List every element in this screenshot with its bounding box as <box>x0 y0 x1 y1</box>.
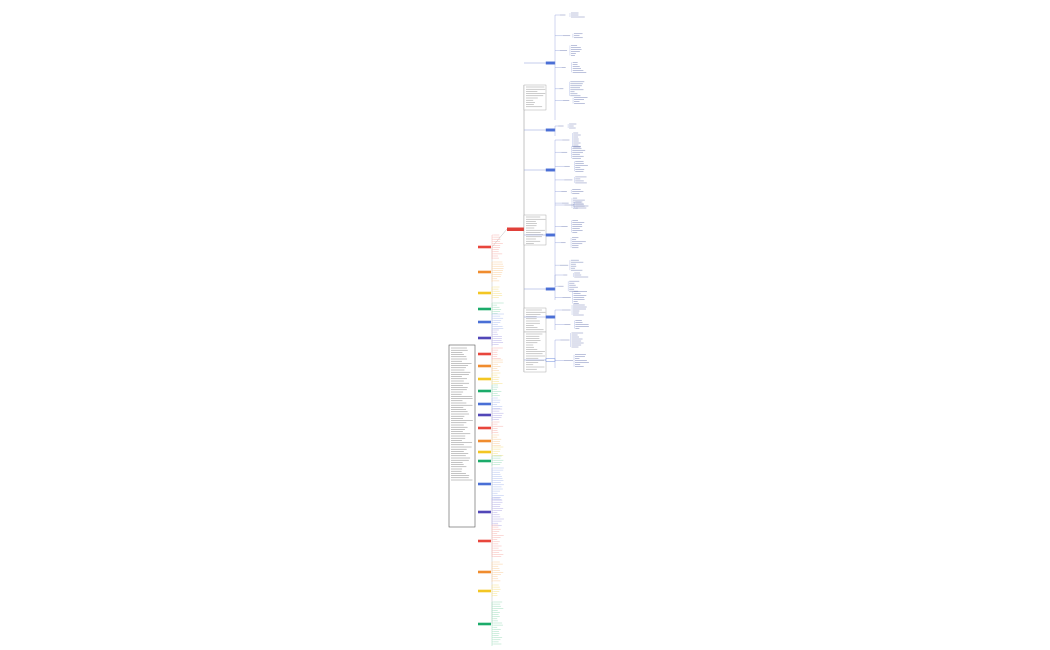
branch-node <box>478 459 491 463</box>
branch-node <box>478 539 491 543</box>
branch-node <box>478 291 491 295</box>
branch-node <box>478 364 491 368</box>
branch-node <box>478 426 491 430</box>
branch-node <box>478 270 491 274</box>
branch-node <box>478 589 491 593</box>
branch-node <box>478 320 491 324</box>
branch-node <box>478 570 491 574</box>
text-box <box>523 307 547 333</box>
text-box <box>523 84 547 111</box>
branch-node <box>478 336 491 340</box>
branch-node <box>545 287 556 291</box>
branch-node <box>478 413 491 417</box>
branch-node <box>478 377 491 381</box>
branch-node <box>545 61 556 65</box>
branch-node <box>545 315 556 319</box>
branch-node <box>545 233 556 237</box>
branch-node <box>478 245 491 249</box>
branch-node <box>478 482 491 486</box>
branch-node <box>545 168 556 172</box>
branch-node <box>478 439 491 443</box>
branch-node <box>478 510 491 514</box>
branch-node <box>478 402 491 406</box>
branch-node <box>478 622 491 626</box>
text-box <box>523 331 547 373</box>
branch-node <box>478 307 491 311</box>
connector <box>491 228 508 248</box>
central-node <box>507 227 524 231</box>
branch-node <box>478 450 491 454</box>
branch-node <box>545 358 556 362</box>
branch-node <box>545 128 556 132</box>
branch-node <box>478 389 491 393</box>
branch-node <box>478 352 491 356</box>
